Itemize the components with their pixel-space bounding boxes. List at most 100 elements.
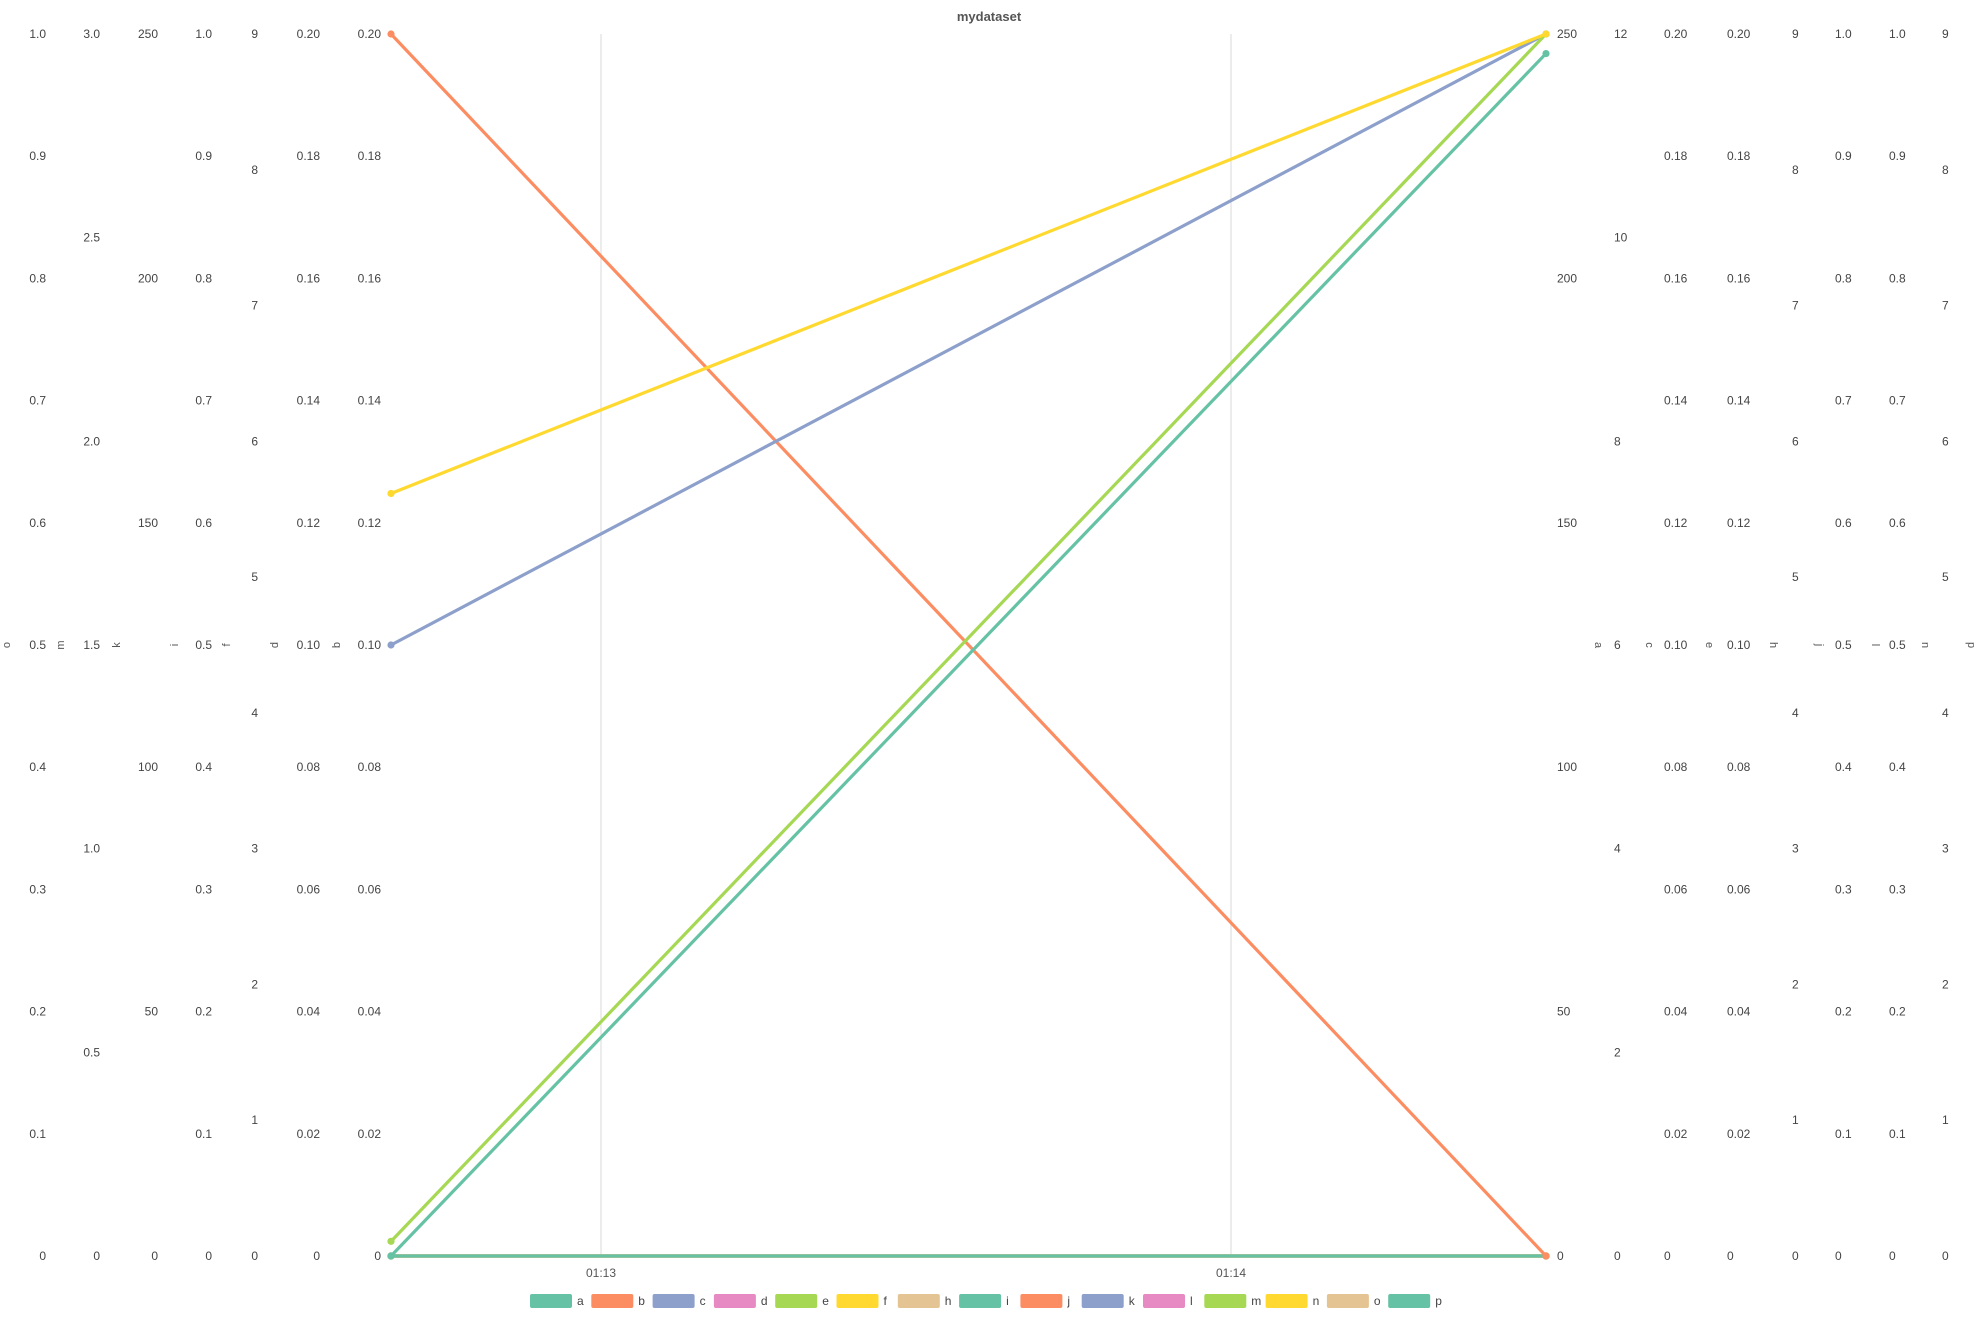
right-axis-tick-label: 4 [1792,706,1799,720]
left-axis-tick-label: 0.9 [29,149,46,163]
left-axis-tick-label: 0.6 [29,516,46,530]
right-axis-tick-label: 0.18 [1727,149,1751,163]
left-axis-tick-label: 0.12 [358,516,382,530]
left-axis-tick-label: 0.8 [195,271,212,285]
right-axis-tick-label: 0 [1942,1249,1949,1263]
left-axis-tick-label: 0.02 [358,1127,382,1141]
right-axis-tick-label: 50 [1557,1005,1571,1019]
left-axis-tick-label: 0.2 [29,1005,46,1019]
left-axis-tick-label: 0.20 [358,27,382,41]
left-axis-title: f [221,643,233,647]
left-axis-tick-label: 0.14 [297,394,321,408]
series-line-i [389,52,1548,1258]
right-axis-title: e [1703,642,1715,648]
right-axis-tick-label: 8 [1614,434,1621,448]
legend-swatch-n [1265,1294,1308,1308]
series-point-e [387,1237,395,1245]
left-axis-tick-label: 0.18 [358,149,382,163]
series-point-f [1542,30,1550,38]
legend-label-o: o [1374,1294,1381,1308]
left-axis-tick-label: 0.8 [29,271,46,285]
right-axis-tick-label: 0 [1614,1249,1621,1263]
left-axis-tick-label: 2.0 [83,434,100,448]
left-axis-tick-label: 0 [205,1249,212,1263]
left-axis-tick-label: 0 [93,1249,100,1263]
left-axis-tick-label: 0.16 [297,271,321,285]
x-tick-label: 01:13 [586,1266,616,1280]
left-axis-tick-label: 1.0 [29,27,46,41]
series-layer [387,30,1550,1260]
right-axis-tick-label: 1 [1792,1113,1799,1127]
right-axis-tick-label: 0.06 [1727,882,1751,896]
legend-label-e: e [822,1294,829,1308]
left-axis-tick-label: 0.5 [29,638,46,652]
right-axis-tick-label: 9 [1792,27,1799,41]
x-tick-label: 01:14 [1216,1266,1246,1280]
series-line-c [390,32,1547,647]
left-axis-tick-label: 7 [251,299,258,313]
right-axis-tick-label: 0.5 [1835,638,1852,652]
legend-label-n: n [1313,1294,1320,1308]
left-axis-tick-label: 0.1 [195,1127,212,1141]
right-axis-tick-label: 0.7 [1835,394,1852,408]
left-axis-tick-label: 0.1 [29,1127,46,1141]
left-axis-tick-label: 0 [151,1249,158,1263]
left-axis-tick-label: 9 [251,27,258,41]
legend-swatch-l [1143,1294,1185,1308]
grid-layer: 01:13 01:14 [586,34,1246,1280]
left-axis-tick-label: 250 [138,27,158,41]
right-axis-tick-label: 150 [1557,516,1577,530]
right-axis-tick-label: 0.16 [1727,271,1751,285]
right-axis-tick-label: 0.02 [1727,1127,1751,1141]
right-axis-tick-label: 0.9 [1889,149,1906,163]
left-axis-tick-label: 0.04 [358,1005,382,1019]
series-line-e [389,32,1548,1243]
legend-label-c: c [700,1294,706,1308]
right-axis-tick-label: 6 [1942,434,1949,448]
right-axis-tick-label: 0.4 [1889,760,1906,774]
legend-swatch-m [1204,1294,1247,1308]
right-axis-tick-label: 0.2 [1889,1005,1906,1019]
left-axis-tick-label: 0.4 [29,760,46,774]
left-axis-tick-label: 1 [251,1113,258,1127]
right-axis-tick-label: 0.6 [1835,516,1852,530]
right-axis-title: n [1919,642,1931,648]
right-axis-tick-label: 0.5 [1889,638,1906,652]
chart-title: mydataset [957,9,1022,24]
right-axis-tick-label: 0.20 [1727,27,1751,41]
right-axis-tick-label: 1 [1942,1113,1949,1127]
left-axis-tick-label: 4 [251,706,258,720]
legend-swatch-p [1388,1294,1431,1308]
right-axis-tick-label: 1.0 [1835,27,1852,41]
left-axis-title: m [55,640,67,649]
right-axis-tick-label: 100 [1557,760,1577,774]
right-axis-tick-label: 8 [1942,163,1949,177]
legend-label-m: m [1251,1294,1261,1308]
left-axis-title: o [1,642,13,648]
series-point-b [1542,1252,1550,1260]
left-axis-tick-label: 0.5 [195,638,212,652]
legend-swatch-d [713,1294,756,1308]
legend-label-j: j [1066,1294,1070,1308]
left-axis-tick-label: 1.5 [83,638,100,652]
right-axis-tick-label: 0.1 [1835,1127,1852,1141]
right-axis-tick-label: 0.20 [1664,27,1688,41]
right-axis-tick-label: 0 [1835,1249,1842,1263]
legend-label-k: k [1129,1294,1136,1308]
left-axis-title: i [169,644,181,646]
left-axis-tick-label: 0 [251,1249,258,1263]
right-axis-tick-label: 9 [1942,27,1949,41]
right-axis-title: h [1767,642,1779,648]
right-axes: 050100150200250a024681012c00.020.040.060… [1557,27,1977,1263]
right-axis-tick-label: 4 [1614,842,1621,856]
legend-swatch-o [1326,1294,1369,1308]
legend-label-l: l [1190,1294,1193,1308]
right-axis-tick-label: 5 [1942,570,1949,584]
left-axis-tick-label: 0.9 [195,149,212,163]
right-axis-tick-label: 6 [1792,434,1799,448]
legend-swatch-k [1081,1294,1124,1308]
right-axis-tick-label: 0.02 [1664,1127,1688,1141]
left-axis-title: k [111,642,123,648]
legend-label-a: a [577,1294,584,1308]
